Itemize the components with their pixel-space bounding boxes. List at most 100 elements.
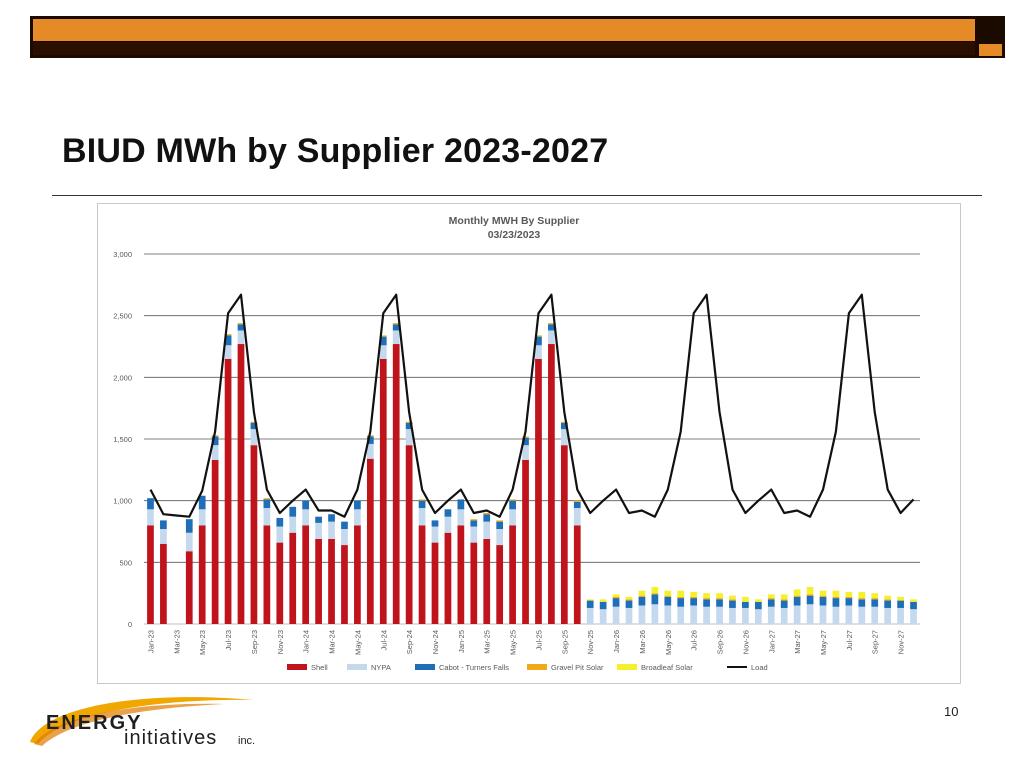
bar-cabot-turners-falls-Dec-26 <box>754 601 762 610</box>
bar-gravel-pit-solar-Jan-26 <box>612 596 620 599</box>
bar-nypa-Oct-23 <box>263 508 271 526</box>
x-tick-label: Nov-25 <box>586 630 595 654</box>
bar-nypa-Jul-27 <box>845 605 853 624</box>
bar-nypa-Sep-27 <box>871 606 879 624</box>
x-tick-label: Jul-23 <box>224 630 233 650</box>
bar-nypa-Jan-26 <box>612 606 620 624</box>
x-tick-label: Sep-26 <box>716 630 725 654</box>
legend-label-nypa: NYPA <box>371 663 391 672</box>
bar-shell-Nov-23 <box>276 542 284 624</box>
x-tick-label: Sep-25 <box>560 630 569 654</box>
bar-broadleaf-solar-Jul-27 <box>845 591 853 597</box>
bar-broadleaf-solar-Mar-26 <box>638 590 646 596</box>
bar-gravel-pit-solar-Aug-23 <box>237 323 245 325</box>
bar-nypa-Jul-25 <box>535 345 542 359</box>
bar-shell-Jun-23 <box>211 459 219 624</box>
legend-swatch-nypa <box>347 664 367 670</box>
bar-broadleaf-solar-Jan-26 <box>612 594 620 597</box>
bar-nypa-Sep-23 <box>250 429 258 446</box>
bar-gravel-pit-solar-May-25 <box>509 499 516 501</box>
bar-gravel-pit-solar-Aug-27 <box>858 598 866 600</box>
bar-gravel-pit-solar-Sep-26 <box>716 598 723 600</box>
bar-cabot-turners-falls-Apr-23 <box>185 519 193 533</box>
bar-shell-Sep-23 <box>250 445 258 624</box>
x-tick-label: Jul-26 <box>690 630 699 650</box>
bar-broadleaf-solar-Feb-27 <box>780 594 788 600</box>
bar-nypa-Sep-26 <box>716 606 723 624</box>
bar-broadleaf-solar-Sep-27 <box>871 593 879 599</box>
bar-nypa-Apr-25 <box>496 529 504 546</box>
bar-nypa-Oct-27 <box>884 607 892 624</box>
bar-shell-Aug-23 <box>237 344 245 624</box>
bar-nypa-Oct-25 <box>573 508 581 526</box>
bar-cabot-turners-falls-Oct-24 <box>418 500 426 509</box>
bar-cabot-turners-falls-Nov-26 <box>742 601 749 608</box>
bar-cabot-turners-falls-Jul-25 <box>535 336 542 346</box>
bar-nypa-Sep-25 <box>560 429 568 446</box>
bar-cabot-turners-falls-Dec-24 <box>444 509 452 517</box>
bar-cabot-turners-falls-Oct-23 <box>263 499 271 509</box>
bar-gravel-pit-solar-Mar-26 <box>638 595 646 597</box>
x-tick-label: Mar-26 <box>638 630 647 654</box>
bar-shell-Apr-25 <box>496 545 504 624</box>
bar-cabot-turners-falls-Nov-23 <box>276 517 284 527</box>
bar-nypa-May-25 <box>509 509 516 526</box>
bar-shell-Feb-25 <box>470 542 478 624</box>
bar-gravel-pit-solar-Aug-25 <box>548 323 555 325</box>
bar-gravel-pit-solar-Oct-24 <box>418 499 426 501</box>
x-tick-label: Mar-23 <box>172 630 181 654</box>
bar-gravel-pit-solar-Aug-24 <box>392 323 400 325</box>
bar-gravel-pit-solar-Jan-27 <box>767 598 775 600</box>
bar-nypa-May-26 <box>664 605 672 624</box>
bar-cabot-turners-falls-Dec-23 <box>289 506 297 517</box>
bar-gravel-pit-solar-Feb-27 <box>780 599 788 601</box>
bar-cabot-turners-falls-Jan-27 <box>767 599 775 607</box>
bar-shell-Aug-24 <box>392 344 400 624</box>
bar-cabot-turners-falls-Jan-23 <box>147 498 154 510</box>
bar-nypa-Jun-27 <box>832 606 840 624</box>
bar-shell-Jan-23 <box>147 525 154 624</box>
x-tick-label: Jan-25 <box>457 630 466 653</box>
bar-cabot-turners-falls-Dec-25 <box>599 601 607 610</box>
bar-broadleaf-solar-Apr-26 <box>651 587 659 594</box>
bar-cabot-turners-falls-Jan-26 <box>612 598 620 607</box>
bar-nypa-Jun-25 <box>522 445 529 460</box>
bar-nypa-Nov-25 <box>586 607 594 624</box>
bar-broadleaf-solar-Mar-27 <box>793 589 801 596</box>
bar-shell-Feb-24 <box>315 538 322 624</box>
bar-broadleaf-solar-Nov-26 <box>742 596 749 602</box>
bar-shell-Nov-24 <box>431 542 439 624</box>
bar-nypa-Apr-27 <box>806 604 814 624</box>
legend-label-cabot-turners-falls: Cabot - Turners Falls <box>439 663 509 672</box>
bar-cabot-turners-falls-Jun-24 <box>366 436 374 444</box>
bar-gravel-pit-solar-Jul-23 <box>224 334 232 336</box>
bar-cabot-turners-falls-Jun-23 <box>211 436 219 446</box>
bar-cabot-turners-falls-Sep-25 <box>560 422 568 430</box>
bar-shell-May-25 <box>509 525 516 624</box>
bar-cabot-turners-falls-Jul-24 <box>379 336 387 346</box>
bar-nypa-Jan-25 <box>457 509 465 526</box>
bar-nypa-Feb-26 <box>625 607 633 624</box>
bar-nypa-Oct-26 <box>729 607 736 624</box>
x-tick-label: Sep-24 <box>405 630 414 654</box>
bar-nypa-Nov-24 <box>431 526 439 543</box>
bar-gravel-pit-solar-Jul-24 <box>379 335 387 337</box>
bar-shell-Mar-24 <box>328 538 335 624</box>
bar-nypa-Jun-24 <box>366 443 374 459</box>
bar-gravel-pit-solar-Sep-23 <box>250 421 258 423</box>
x-tick-label: Mar-24 <box>328 630 337 654</box>
bar-gravel-pit-solar-Jun-27 <box>832 596 840 599</box>
bar-cabot-turners-falls-Aug-23 <box>237 324 245 331</box>
bar-gravel-pit-solar-May-27 <box>819 595 827 597</box>
bar-shell-Sep-24 <box>405 445 413 624</box>
bar-nypa-Dec-23 <box>289 516 297 533</box>
bar-gravel-pit-solar-Sep-27 <box>871 598 879 600</box>
bar-cabot-turners-falls-Oct-27 <box>884 600 892 608</box>
x-tick-label: Jan-23 <box>146 630 155 653</box>
bar-nypa-Mar-27 <box>793 605 801 624</box>
bar-nypa-Mar-24 <box>328 521 335 539</box>
bar-cabot-turners-falls-Apr-27 <box>806 595 814 605</box>
x-tick-label: Jul-27 <box>845 630 854 650</box>
bar-shell-Aug-25 <box>548 344 555 624</box>
legend-label-broadleaf-solar: Broadleaf Solar <box>641 663 693 672</box>
